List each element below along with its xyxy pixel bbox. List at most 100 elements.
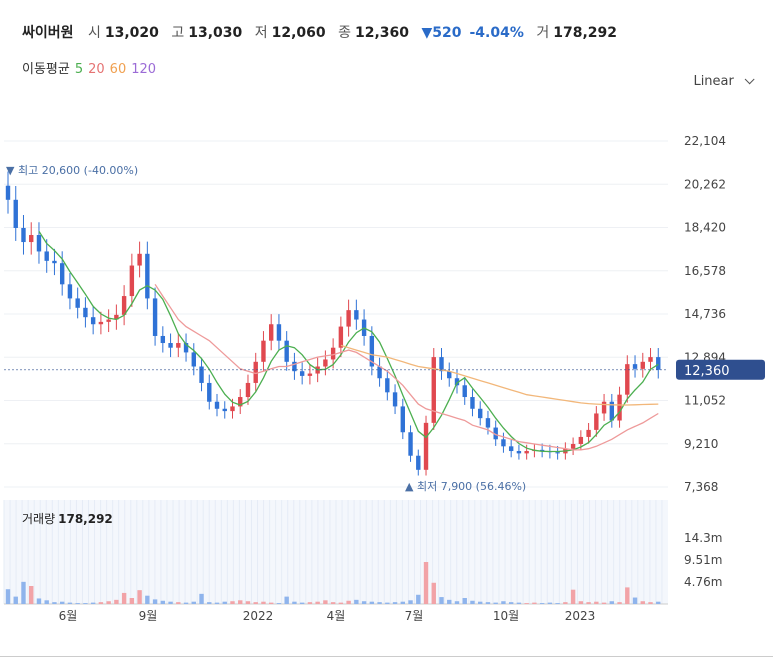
candle-body: [183, 343, 189, 353]
volume-bar: [137, 590, 142, 604]
candle-body: [601, 401, 607, 414]
candle-body: [191, 352, 196, 367]
volume-tick-label: 14.3m: [684, 531, 722, 545]
candle-body: [261, 340, 266, 362]
candle-body: [555, 452, 560, 454]
candle-body: [299, 371, 305, 376]
candle-body: [168, 343, 173, 348]
candle-body: [83, 307, 88, 318]
volume-bar: [67, 602, 73, 604]
volume-bar: [447, 599, 452, 604]
candle-body: [230, 406, 235, 412]
candle-body: [578, 436, 584, 444]
volume-bar: [570, 589, 576, 604]
volume-chart-title: 거래량: [22, 512, 56, 526]
volume-chart-label: 거래량 178,292: [22, 510, 113, 527]
candle-body: [238, 397, 243, 407]
candle-body: [640, 361, 645, 369]
volume-bar: [563, 602, 568, 604]
candle-body: [98, 321, 104, 325]
volume-bar: [431, 582, 436, 604]
volume-bar: [578, 601, 584, 604]
ma5-line: [38, 230, 659, 453]
price-tick-label: 18,420: [684, 221, 726, 235]
volume-bar: [52, 602, 57, 604]
candle-body: [214, 401, 220, 409]
ma-20[interactable]: 20: [88, 62, 105, 77]
volume-bar: [199, 593, 204, 604]
volume-bar: [315, 601, 320, 604]
candle-body: [114, 314, 119, 320]
ma-5[interactable]: 5: [74, 62, 84, 77]
candle-body: [106, 319, 111, 322]
volume-bar: [36, 598, 42, 604]
ma60-line: [340, 344, 659, 406]
volume-bar: [508, 602, 514, 604]
volume-tick-label: 4.76m: [684, 575, 722, 589]
volume-bar: [191, 601, 196, 604]
price-tick-label: 16,578: [684, 264, 726, 278]
high-annotation: ▼ 최고 20,600 (-40.00%): [6, 164, 138, 177]
volume-bar: [160, 600, 166, 604]
volume-bar: [238, 600, 243, 604]
candle-body: [431, 357, 436, 423]
high-label: 고: [171, 25, 185, 41]
volume-bar: [269, 602, 274, 604]
change-value: ▼520: [421, 25, 462, 41]
low-annotation: ▲ 최저 7,900 (56.46%): [405, 480, 526, 493]
candle-body: [485, 418, 491, 428]
candle-body: [454, 378, 460, 386]
candle-body: [90, 317, 96, 325]
volume-bar: [493, 602, 498, 604]
volume-bar: [400, 601, 405, 604]
candle-body: [121, 296, 127, 315]
moving-average-legend: 이동평균 5 20 60 120: [22, 58, 161, 77]
candle-body: [625, 364, 630, 395]
candle-body: [632, 364, 638, 369]
candle-body: [594, 413, 599, 430]
x-tick-label: 4월: [327, 609, 346, 623]
volume-bar: [145, 595, 150, 604]
volume-bar: [276, 603, 282, 604]
volume-bar: [168, 601, 173, 604]
candle-body: [392, 392, 398, 407]
candle-body: [524, 451, 529, 454]
volume-bar: [625, 587, 630, 604]
volume-bar: [44, 600, 49, 604]
candle-body: [207, 382, 212, 402]
scale-dropdown[interactable]: Linear: [693, 74, 755, 89]
candle-body: [5, 185, 11, 200]
current-price-badge: [676, 359, 765, 380]
volume-bar: [601, 602, 607, 604]
volume-bar: [648, 602, 653, 604]
candle-body: [354, 310, 359, 320]
candle-body: [75, 298, 80, 308]
volume-bar: [323, 600, 328, 604]
candle-body: [447, 371, 452, 379]
volume-bar: [617, 602, 622, 604]
candle-body: [501, 439, 506, 447]
candle-body: [59, 263, 65, 285]
close-label: 종: [338, 25, 351, 41]
volume-bar: [377, 602, 382, 604]
ma-60[interactable]: 60: [109, 62, 127, 77]
candle-body: [609, 401, 615, 421]
volume-bar: [207, 602, 212, 604]
volume-bar: [90, 602, 96, 604]
volume-bar: [656, 601, 661, 604]
ma-120[interactable]: 120: [131, 62, 157, 77]
candle-body: [369, 335, 375, 367]
open-value: 13,020: [104, 25, 159, 41]
candle-body: [516, 451, 522, 454]
candle-body: [269, 324, 274, 341]
low-value: 12,060: [271, 25, 326, 41]
candle-body: [67, 284, 73, 299]
volume-bar: [261, 601, 266, 604]
low-label: 저: [254, 25, 268, 41]
scale-label: Linear: [693, 74, 734, 89]
volume-bar: [485, 602, 491, 604]
volume-bar: [59, 601, 65, 604]
volume-bar: [416, 594, 421, 604]
volume-bar: [555, 603, 560, 604]
